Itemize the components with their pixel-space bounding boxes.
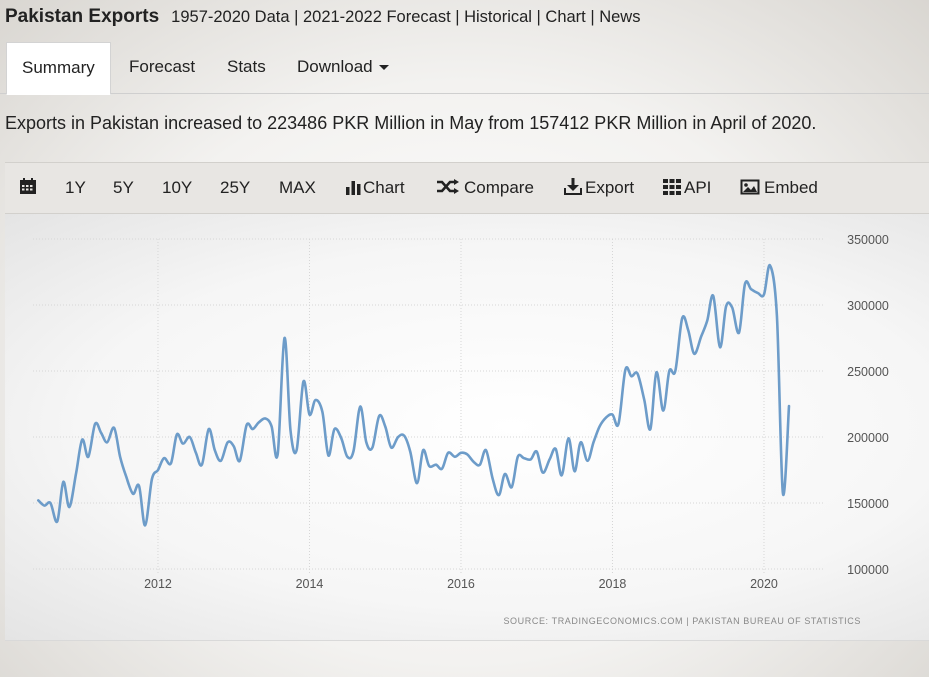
tab-summary[interactable]: Summary — [6, 42, 111, 95]
x-tick-label: 2018 — [599, 577, 627, 591]
range-25y-button[interactable]: 25Y — [220, 178, 251, 197]
y-tick-label: 300000 — [847, 299, 889, 313]
image-icon — [740, 179, 760, 195]
y-tick-label: 150000 — [847, 497, 889, 511]
x-tick-label: 2014 — [296, 577, 324, 591]
chart-source: SOURCE: TRADINGECONOMICS.COM | PAKISTAN … — [503, 616, 861, 626]
range-10y-button[interactable]: 10Y — [162, 178, 193, 197]
x-tick-label: 2012 — [144, 577, 172, 591]
embed-button[interactable]: Embed — [740, 163, 818, 215]
series-line — [37, 264, 791, 527]
grid-icon — [663, 179, 681, 195]
range-1y-button[interactable]: 1Y — [65, 178, 86, 197]
chart-area: 100000 150000 200000 250000 300000 350000 201… — [5, 214, 929, 641]
tab-download[interactable]: Download — [282, 42, 404, 94]
api-button-label: API — [684, 178, 712, 197]
range-5y-button[interactable]: 5Y — [113, 178, 134, 197]
y-tick-label: 100000 — [847, 563, 889, 577]
download-icon — [564, 178, 582, 195]
chart-toolbar: 1Y 5Y 10Y 25Y MAX Chart Compare Export A… — [5, 162, 929, 214]
x-tick-label: 2016 — [447, 577, 475, 591]
export-button-label: Export — [585, 178, 635, 197]
api-button[interactable]: API — [663, 163, 711, 215]
y-tick-label: 250000 — [847, 365, 889, 379]
y-axis-ticks: 100000 150000 200000 250000 300000 350000 — [847, 233, 889, 577]
embed-button-label: Embed — [764, 178, 818, 197]
header-links[interactable]: 1957-2020 Data | 2021-2022 Forecast | Hi… — [171, 8, 641, 26]
tab-forecast-label: Forecast — [129, 57, 196, 76]
tab-summary-label: Summary — [22, 58, 95, 77]
tab-download-label: Download — [297, 57, 373, 76]
calendar-icon[interactable] — [19, 163, 37, 215]
tab-stats-label: Stats — [227, 57, 266, 76]
compare-button[interactable]: Compare — [436, 163, 534, 215]
caret-down-icon — [378, 65, 389, 71]
chart-button[interactable]: Chart — [345, 163, 405, 215]
export-button[interactable]: Export — [564, 163, 634, 215]
compare-button-label: Compare — [464, 178, 534, 197]
x-tick-label: 2020 — [750, 577, 778, 591]
chart-button-label: Chart — [363, 178, 405, 197]
summary-description: Exports in Pakistan increased to 223486 … — [5, 113, 817, 133]
tab-stats[interactable]: Stats — [212, 42, 281, 94]
page-title: Pakistan Exports — [5, 6, 160, 27]
x-axis-ticks: 2012 2014 2016 2018 2020 — [144, 577, 778, 591]
exports-line-chart: 100000 150000 200000 250000 300000 350000 201… — [33, 233, 889, 626]
page-header: Pakistan Exports 1957-2020 Data | 2021-2… — [5, 6, 640, 30]
y-tick-label: 200000 — [847, 431, 889, 445]
tab-bar: Summary Forecast Stats Download — [0, 42, 929, 95]
y-tick-label: 350000 — [847, 233, 889, 247]
tab-forecast[interactable]: Forecast — [114, 42, 210, 94]
shuffle-icon — [437, 179, 459, 194]
bar-chart-icon — [346, 181, 361, 195]
range-max-button[interactable]: MAX — [279, 178, 316, 197]
chart-grid — [33, 238, 825, 574]
